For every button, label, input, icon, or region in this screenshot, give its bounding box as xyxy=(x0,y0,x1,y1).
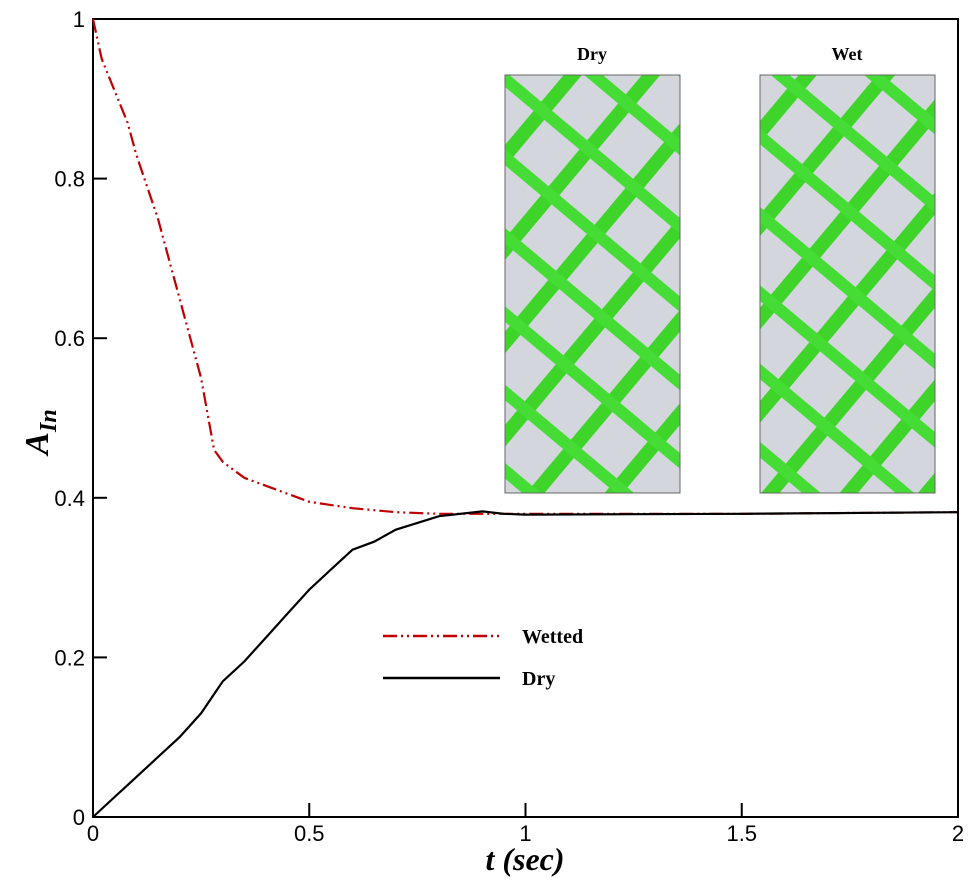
x-tick-label: 0.5 xyxy=(294,821,325,846)
y-tick-label: 0.4 xyxy=(54,486,85,511)
line-series xyxy=(92,510,959,818)
inset-label: Wet xyxy=(832,44,863,64)
inset-images: Dry Wet xyxy=(504,44,936,494)
inset-label: Dry xyxy=(577,44,607,64)
legend-label: Wetted xyxy=(522,626,583,648)
x-tick-label: 1.5 xyxy=(726,821,757,846)
y-tick-label: 0.8 xyxy=(54,167,85,192)
x-tick-label: 1 xyxy=(519,821,531,846)
y-tick-label: 0.6 xyxy=(54,326,85,351)
y-label-sub: In xyxy=(36,409,62,433)
y-tick-label: 1 xyxy=(73,7,85,32)
y-tick-label: 0 xyxy=(73,805,85,830)
y-tick-label: 0.2 xyxy=(54,645,85,670)
x-tick-label: 0 xyxy=(87,821,99,846)
y-label-main: A xyxy=(19,432,56,457)
inset-dry xyxy=(504,74,681,494)
y-axis-label-text: AIn xyxy=(19,409,62,456)
x-axis-label: t (sec) xyxy=(485,841,564,877)
y-axis-label: AIn xyxy=(19,409,62,456)
inset-wet xyxy=(759,74,936,494)
legend-label: Dry xyxy=(522,668,555,690)
x-tick-label: 2 xyxy=(952,821,964,846)
line-series xyxy=(91,18,959,515)
